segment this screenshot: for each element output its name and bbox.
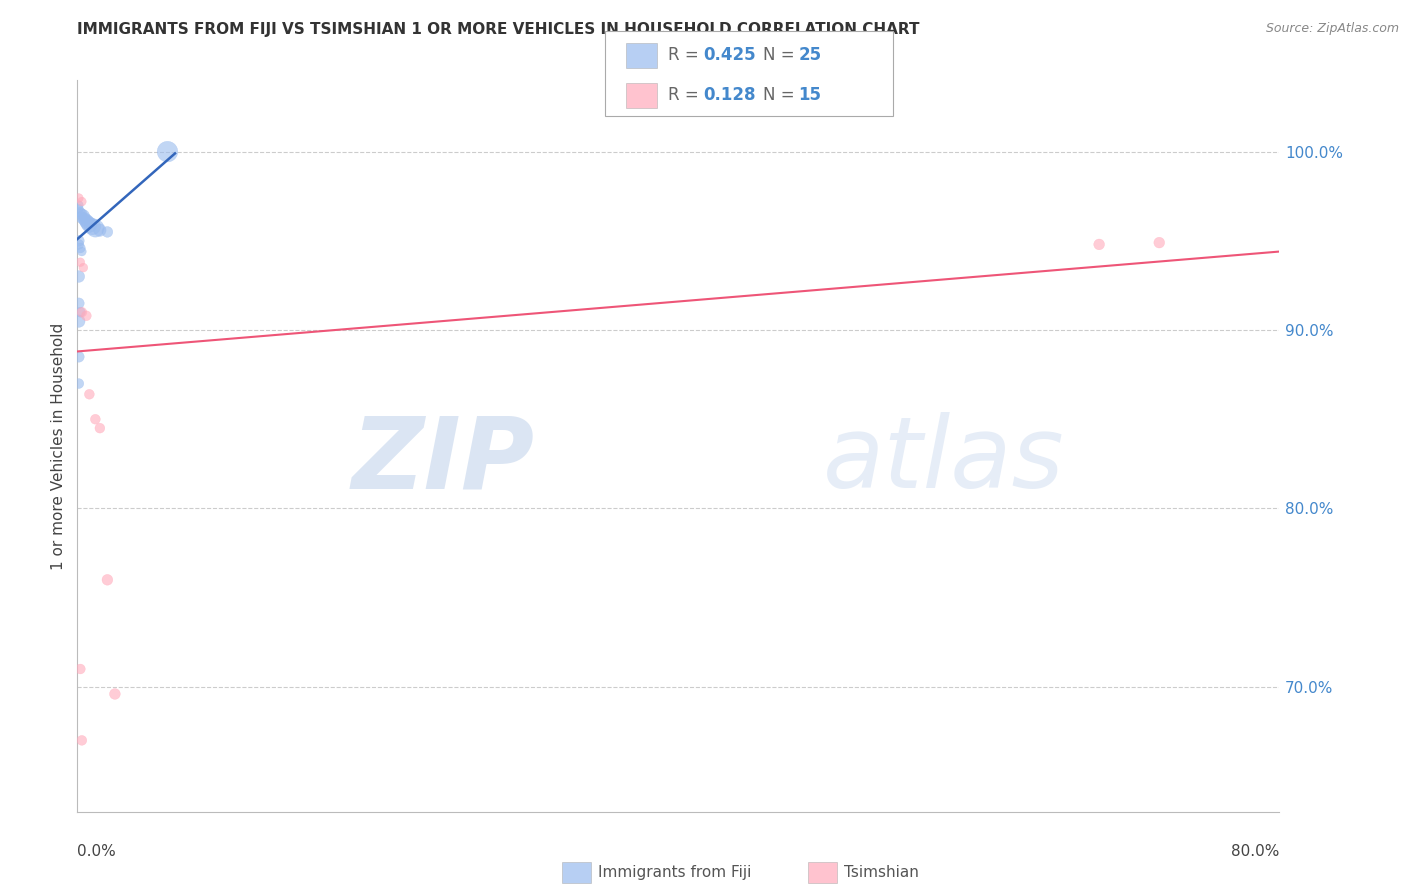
Point xyxy=(89,421,111,435)
Point xyxy=(72,209,94,223)
Text: N =: N = xyxy=(763,46,800,64)
Point xyxy=(67,198,90,212)
Point xyxy=(70,244,93,259)
Point xyxy=(70,194,93,209)
Text: R =: R = xyxy=(668,87,704,104)
Point xyxy=(67,296,90,310)
Point xyxy=(67,202,90,216)
Point xyxy=(70,305,93,319)
Point xyxy=(70,211,93,225)
Point xyxy=(69,241,91,255)
Point xyxy=(96,573,118,587)
Point xyxy=(84,221,107,235)
Text: 0.0%: 0.0% xyxy=(77,845,117,859)
Text: ZIP: ZIP xyxy=(352,412,534,509)
Point xyxy=(67,237,90,252)
Point xyxy=(1088,237,1111,252)
Point xyxy=(69,255,91,269)
Point xyxy=(96,225,118,239)
Text: Source: ZipAtlas.com: Source: ZipAtlas.com xyxy=(1265,22,1399,36)
Point xyxy=(75,309,97,323)
Point xyxy=(72,260,94,275)
Point xyxy=(82,219,104,234)
Point xyxy=(67,350,90,364)
Text: 15: 15 xyxy=(799,87,821,104)
Text: 0.425: 0.425 xyxy=(703,46,755,64)
Text: N =: N = xyxy=(763,87,800,104)
Point xyxy=(67,314,90,328)
Point xyxy=(67,376,90,391)
Point xyxy=(67,269,90,284)
Point xyxy=(70,733,93,747)
Point xyxy=(76,216,98,230)
Point xyxy=(69,205,91,219)
Point xyxy=(73,212,96,227)
Text: atlas: atlas xyxy=(823,412,1064,509)
Y-axis label: 1 or more Vehicles in Household: 1 or more Vehicles in Household xyxy=(51,322,66,570)
Point xyxy=(84,412,107,426)
Text: IMMIGRANTS FROM FIJI VS TSIMSHIAN 1 OR MORE VEHICLES IN HOUSEHOLD CORRELATION CH: IMMIGRANTS FROM FIJI VS TSIMSHIAN 1 OR M… xyxy=(77,22,920,37)
Text: Tsimshian: Tsimshian xyxy=(844,865,918,880)
Point xyxy=(104,687,127,701)
Point xyxy=(1149,235,1171,250)
Text: R =: R = xyxy=(668,46,704,64)
Point xyxy=(79,218,101,232)
Point xyxy=(75,214,97,228)
Point xyxy=(67,191,90,205)
Point xyxy=(69,662,91,676)
Point xyxy=(70,207,93,221)
Point xyxy=(156,145,179,159)
Text: Immigrants from Fiji: Immigrants from Fiji xyxy=(598,865,751,880)
Text: 25: 25 xyxy=(799,46,821,64)
Text: 80.0%: 80.0% xyxy=(1232,845,1279,859)
Text: 0.128: 0.128 xyxy=(703,87,755,104)
Point xyxy=(69,305,91,319)
Point xyxy=(79,387,101,401)
Point xyxy=(89,223,111,237)
Point xyxy=(67,234,90,248)
